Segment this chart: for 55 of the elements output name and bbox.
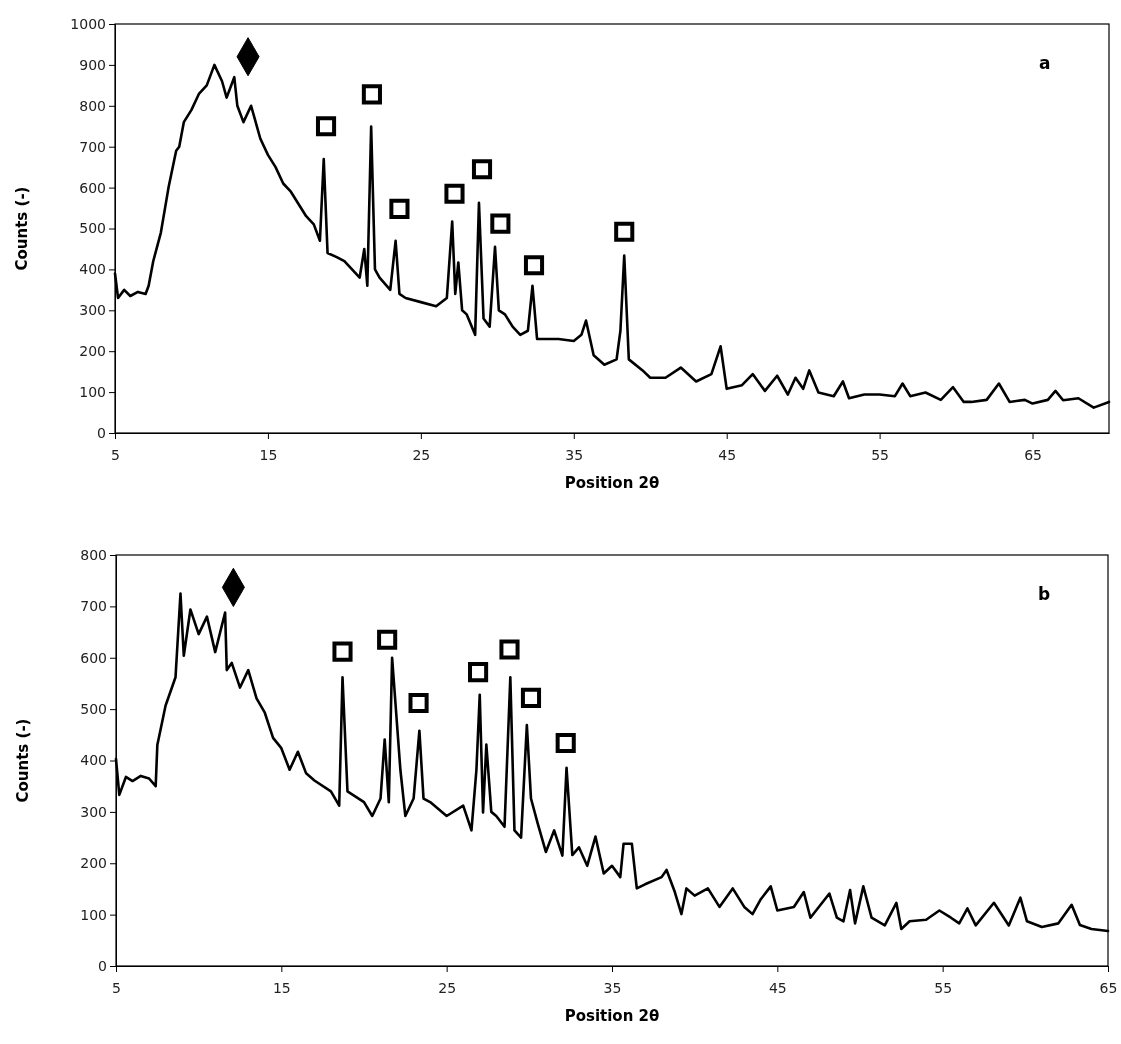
point — [361, 84, 382, 105]
x-tick-label: 35 — [603, 980, 622, 997]
y-tick-label: 300 — [80, 803, 107, 820]
y-axis-title: Counts (-) — [13, 186, 31, 271]
x-axis-title: Position 2θ — [564, 1007, 660, 1025]
y-tick-label: 100 — [80, 906, 107, 923]
point — [471, 159, 493, 180]
annotation: b — [1038, 584, 1051, 604]
point — [468, 662, 489, 683]
x-tick-label: 25 — [412, 447, 431, 464]
y-tick-label: 700 — [79, 138, 106, 155]
x-tick-label: 5 — [112, 980, 121, 997]
y-tick-label: 800 — [80, 546, 107, 563]
point — [315, 116, 337, 137]
y-tick-label: 300 — [79, 302, 106, 319]
y-tick-label: 500 — [80, 701, 107, 718]
y-tick-label: 200 — [79, 343, 106, 360]
x-tick-label: 25 — [438, 980, 457, 997]
y-tick-label: 900 — [79, 56, 106, 73]
x-tick-label: 55 — [871, 447, 890, 464]
x-tick-label: 15 — [272, 980, 291, 997]
point — [520, 687, 542, 708]
y-axis-title: Counts (-) — [14, 718, 32, 803]
point — [614, 221, 635, 242]
y-tick-label: 600 — [80, 649, 107, 666]
point — [377, 629, 398, 650]
x-tick-label: 65 — [1099, 980, 1118, 997]
y-tick-label: 1000 — [70, 15, 106, 32]
point — [499, 639, 520, 660]
point — [332, 641, 353, 662]
x-tick-label: 5 — [111, 447, 120, 464]
y-tick-label: 800 — [79, 97, 106, 114]
x-tick-label: 45 — [768, 980, 787, 997]
point — [444, 183, 465, 204]
y-tick-label: 400 — [79, 261, 106, 278]
point — [555, 732, 576, 754]
y-tick-label: 700 — [80, 598, 107, 615]
x-axis-title: Position 2θ — [564, 474, 660, 492]
point — [389, 198, 410, 219]
y-tick-label: 0 — [98, 957, 107, 974]
y-tick-label: 600 — [79, 179, 106, 196]
y-tick-label: 400 — [80, 752, 107, 769]
y-tick-label: 100 — [79, 384, 106, 401]
y-tick-label: 500 — [79, 220, 106, 237]
annotation: a — [1039, 53, 1051, 73]
point — [523, 255, 545, 276]
x-tick-label: 45 — [718, 447, 737, 464]
point — [408, 692, 429, 714]
y-tick-label: 200 — [80, 855, 107, 872]
x-tick-label: 55 — [934, 980, 953, 997]
point — [490, 213, 511, 234]
x-tick-label: 65 — [1024, 447, 1042, 464]
y-tick-label: 0 — [97, 424, 106, 441]
x-tick-label: 35 — [565, 447, 584, 464]
x-tick-label: 15 — [259, 447, 278, 464]
